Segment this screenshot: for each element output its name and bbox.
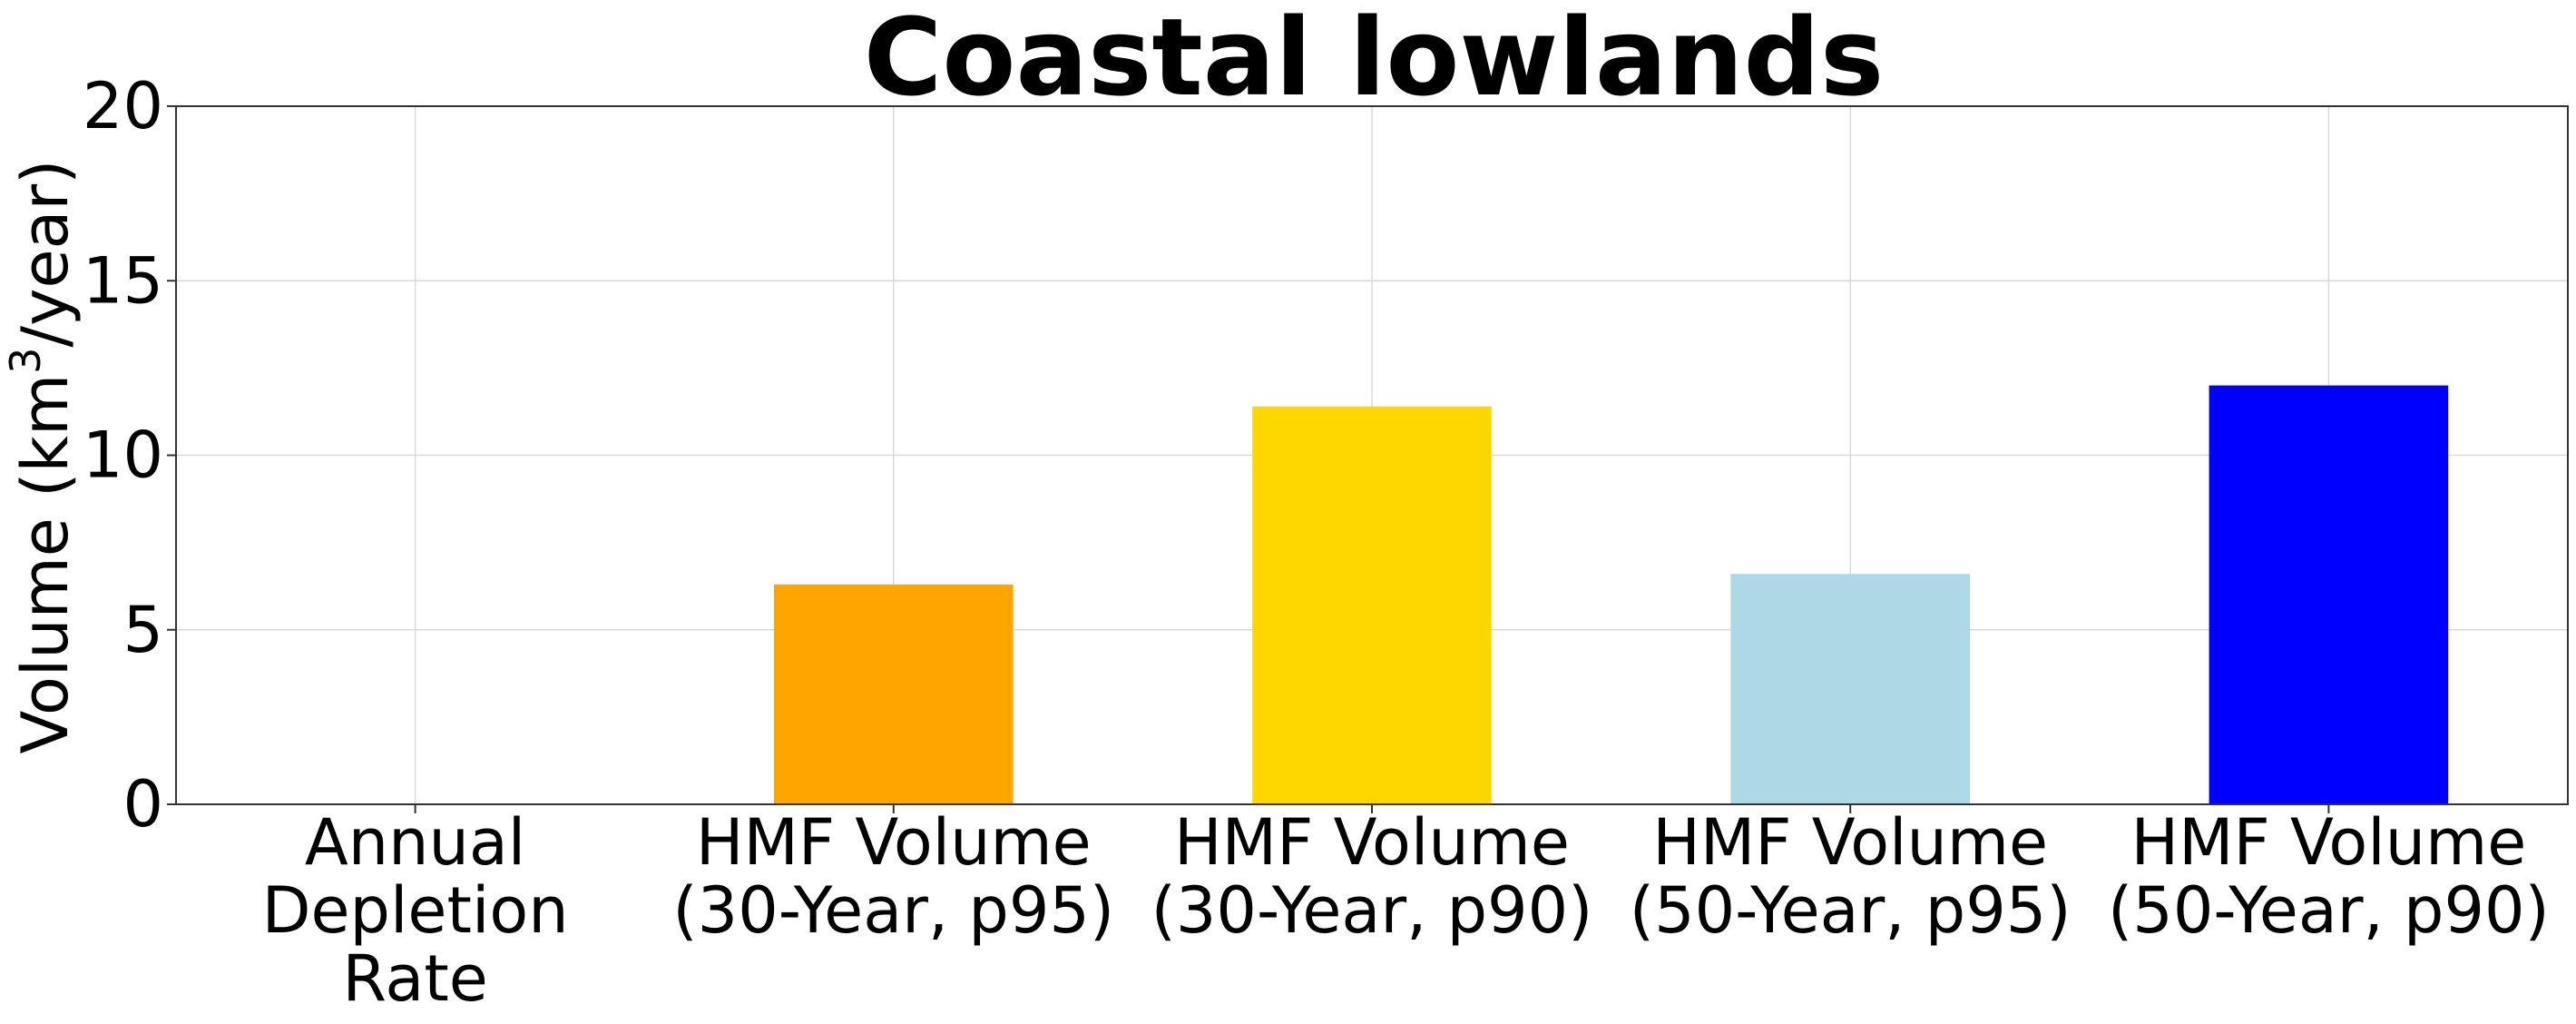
bars — [774, 385, 2449, 804]
x-tick-label: HMF Volume — [1652, 805, 2048, 880]
x-tick-label: HMF Volume — [1174, 805, 1570, 880]
x-tick-label: Rate — [342, 941, 488, 1016]
x-tick-label: (50-Year, p90) — [2108, 873, 2550, 948]
x-tick-label: (30-Year, p90) — [1151, 873, 1593, 948]
y-tick-label: 20 — [83, 69, 163, 143]
y-tick-label: 5 — [122, 593, 163, 667]
x-tick-label: Depletion — [262, 873, 569, 948]
x-tick-label: HMF Volume — [696, 805, 1092, 880]
chart-title: Coastal lowlands — [863, 0, 1885, 120]
bar — [774, 584, 1014, 804]
bar — [1252, 406, 1492, 804]
y-tick-label: 15 — [83, 243, 163, 318]
y-axis-ticks: 0 5 10 15 20 — [83, 69, 176, 842]
x-tick-label: Annual — [305, 805, 525, 880]
x-tick-label: (30-Year, p95) — [672, 873, 1114, 948]
bar — [2209, 385, 2449, 804]
y-tick-label: 10 — [83, 418, 163, 493]
x-tick-label: HMF Volume — [2130, 805, 2526, 880]
bar — [1730, 574, 1970, 804]
y-tick-label: 0 — [122, 767, 163, 842]
x-tick-label: (50-Year, p95) — [1630, 873, 2072, 948]
